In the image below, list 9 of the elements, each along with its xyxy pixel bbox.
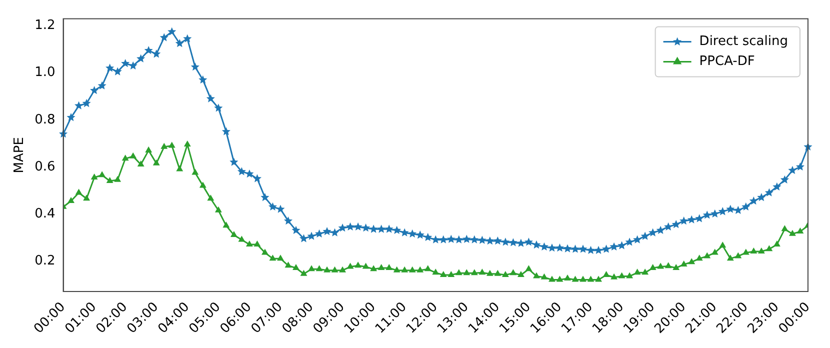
y-axis-title: MAPE (12, 137, 28, 174)
y-tick-label: 0.2 (34, 253, 56, 268)
y-tick-label: 1.0 (34, 65, 56, 80)
y-tick-label: 0.8 (34, 112, 56, 128)
y-tick-label: 0.4 (34, 206, 56, 222)
legend-label: PPCA-DF (699, 54, 755, 70)
y-tick-label: 1.2 (34, 18, 56, 34)
y-tick-label: 0.6 (34, 159, 56, 174)
legend-label: Direct scaling (699, 34, 788, 50)
